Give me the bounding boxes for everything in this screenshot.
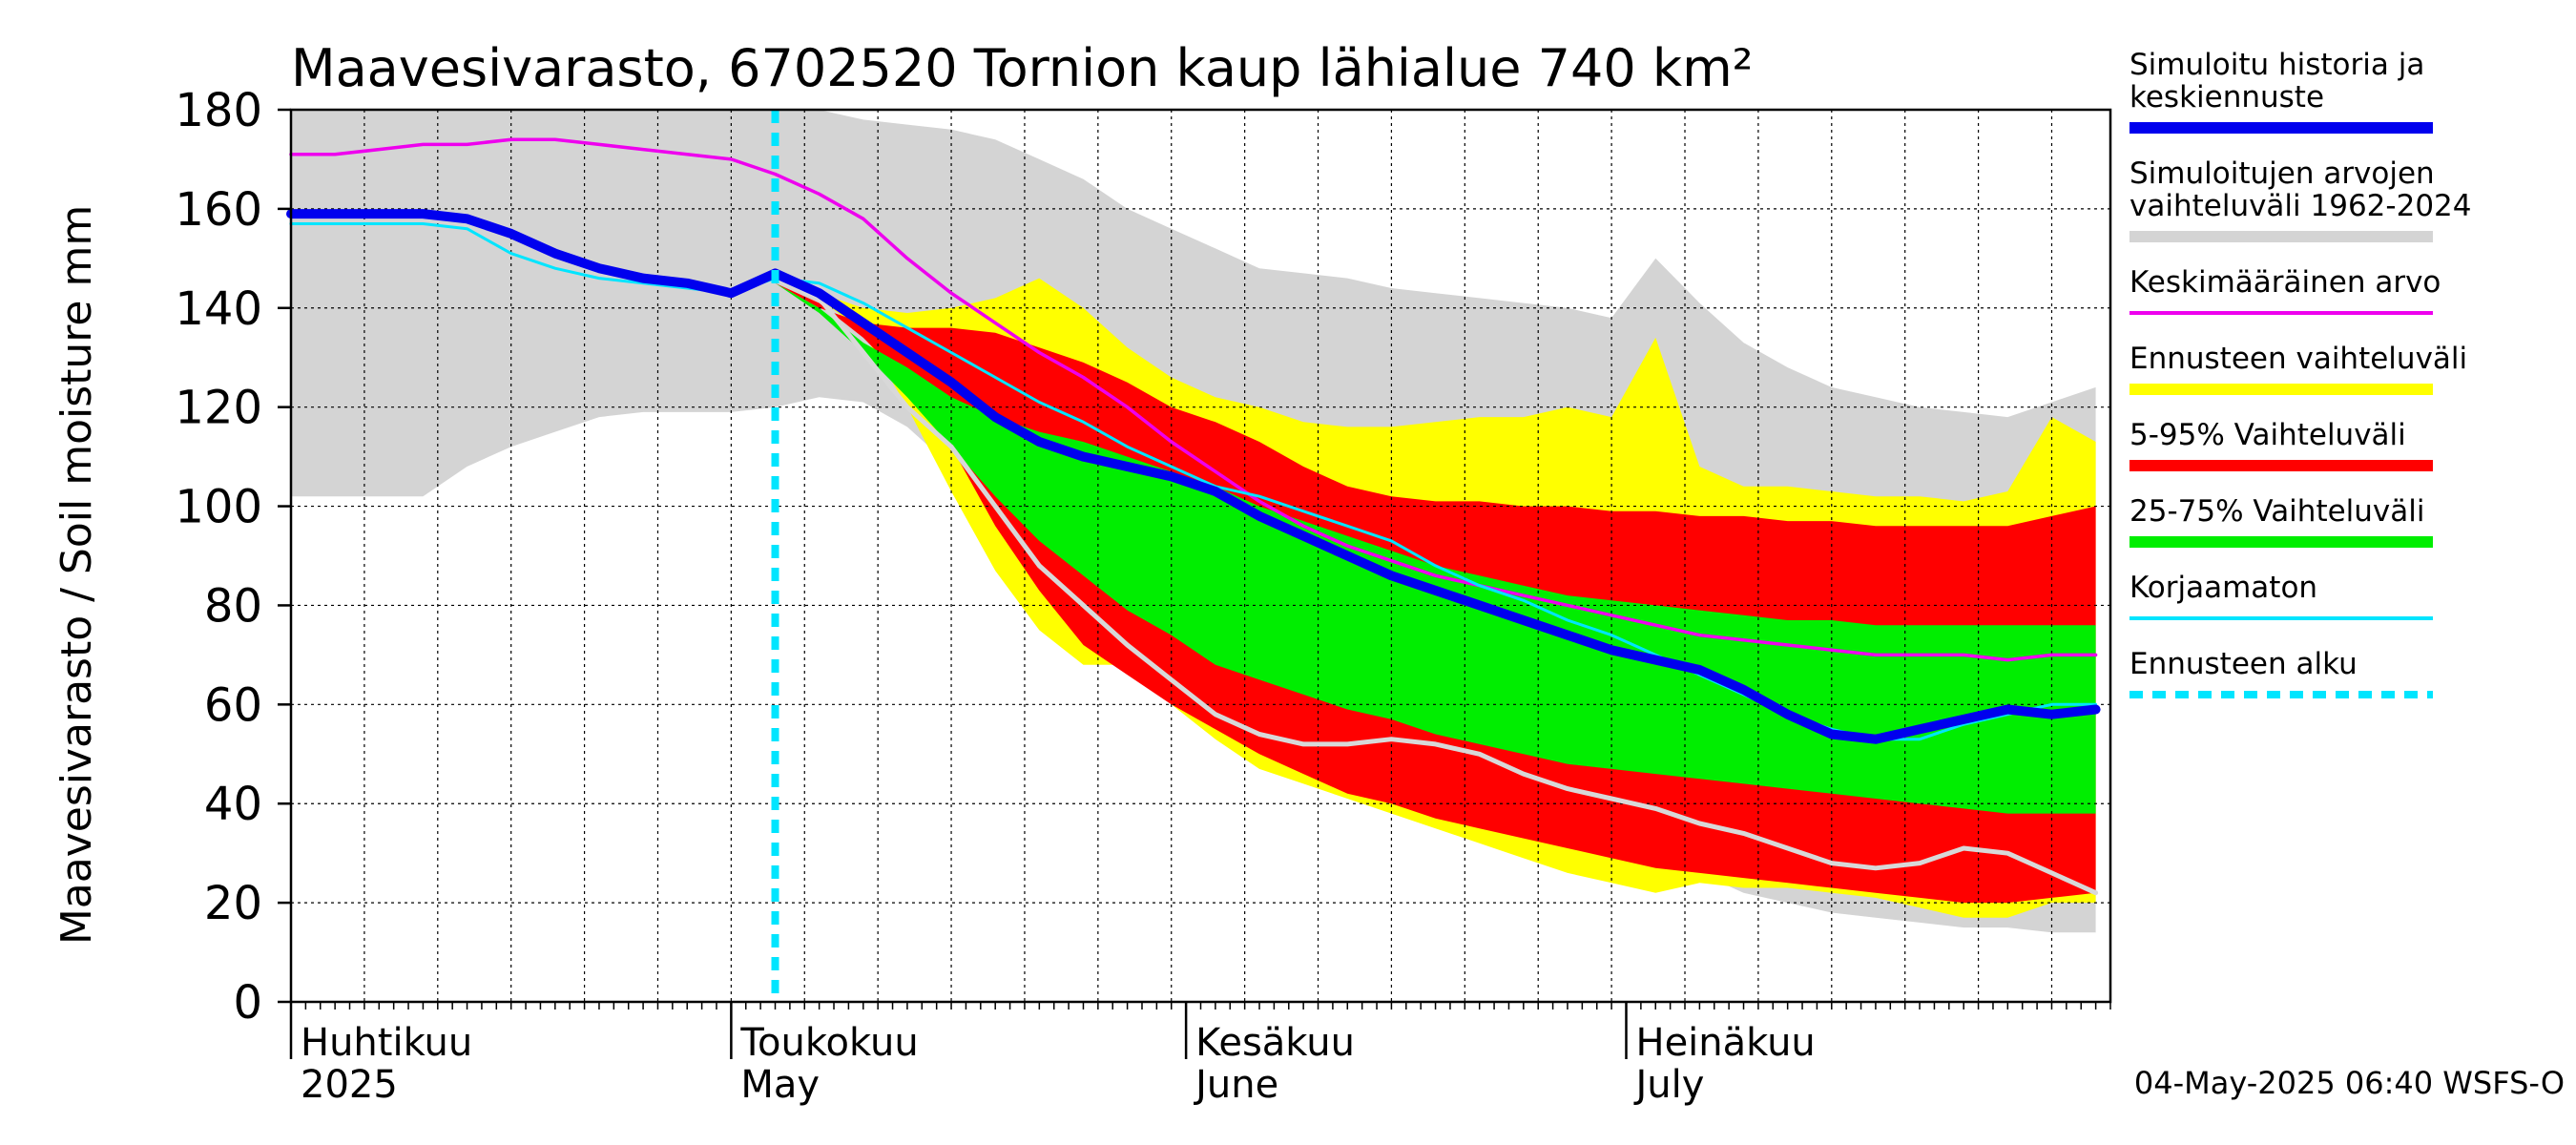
y-tick-label: 100 [175,481,262,534]
x-month-label-fi: Heinäkuu [1635,1021,1815,1065]
y-tick-label: 160 [175,183,262,237]
x-month-label-fi: Huhtikuu [301,1021,472,1065]
y-tick-label: 180 [175,84,262,137]
x-month-label-fi: Toukokuu [739,1021,918,1065]
y-axis-label: Maavesivarasto / Soil moisture mm [52,205,101,945]
x-month-label-en: May [740,1063,820,1107]
footer-timestamp: 04-May-2025 06:40 WSFS-O [2134,1065,2565,1101]
y-tick-label: 20 [204,877,262,930]
plot-area [286,109,2110,1003]
y-tick-label: 120 [175,382,262,435]
x-month-label-en: July [1632,1063,1704,1107]
legend-label: vaihteluväli 1962-2024 [2129,189,2471,223]
legend-label: Simuloitu historia ja [2129,48,2424,82]
legend-label: Ennusteen alku [2129,647,2358,681]
series-mean-line [289,137,2098,662]
y-tick-label: 60 [204,678,262,732]
y-tick-label: 0 [233,976,262,1030]
series-light-trace [773,276,2099,896]
legend-label: 25-75% Vaihteluväli [2129,494,2425,529]
chart-title: Maavesivarasto, 6702520 Tornion kaup läh… [291,38,1753,98]
y-tick-label: 80 [204,579,262,633]
legend-label: Simuloitujen arvojen [2129,156,2435,191]
legend-label: 5-95% Vaihteluväli [2129,418,2406,452]
y-tick-label: 40 [204,778,262,831]
x-month-label-en: 2025 [301,1063,398,1107]
x-month-label-en: June [1193,1063,1278,1107]
legend-label: Ennusteen vaihteluväli [2129,342,2467,376]
legend-label: Keskimääräinen arvo [2129,265,2441,300]
x-month-label-fi: Kesäkuu [1195,1021,1355,1065]
legend-label: keskiennuste [2129,80,2324,114]
band-25-75 [775,282,2096,814]
series-simulated-line [286,209,2101,744]
legend-label: Korjaamaton [2129,571,2317,605]
y-tick-label: 140 [175,282,262,336]
